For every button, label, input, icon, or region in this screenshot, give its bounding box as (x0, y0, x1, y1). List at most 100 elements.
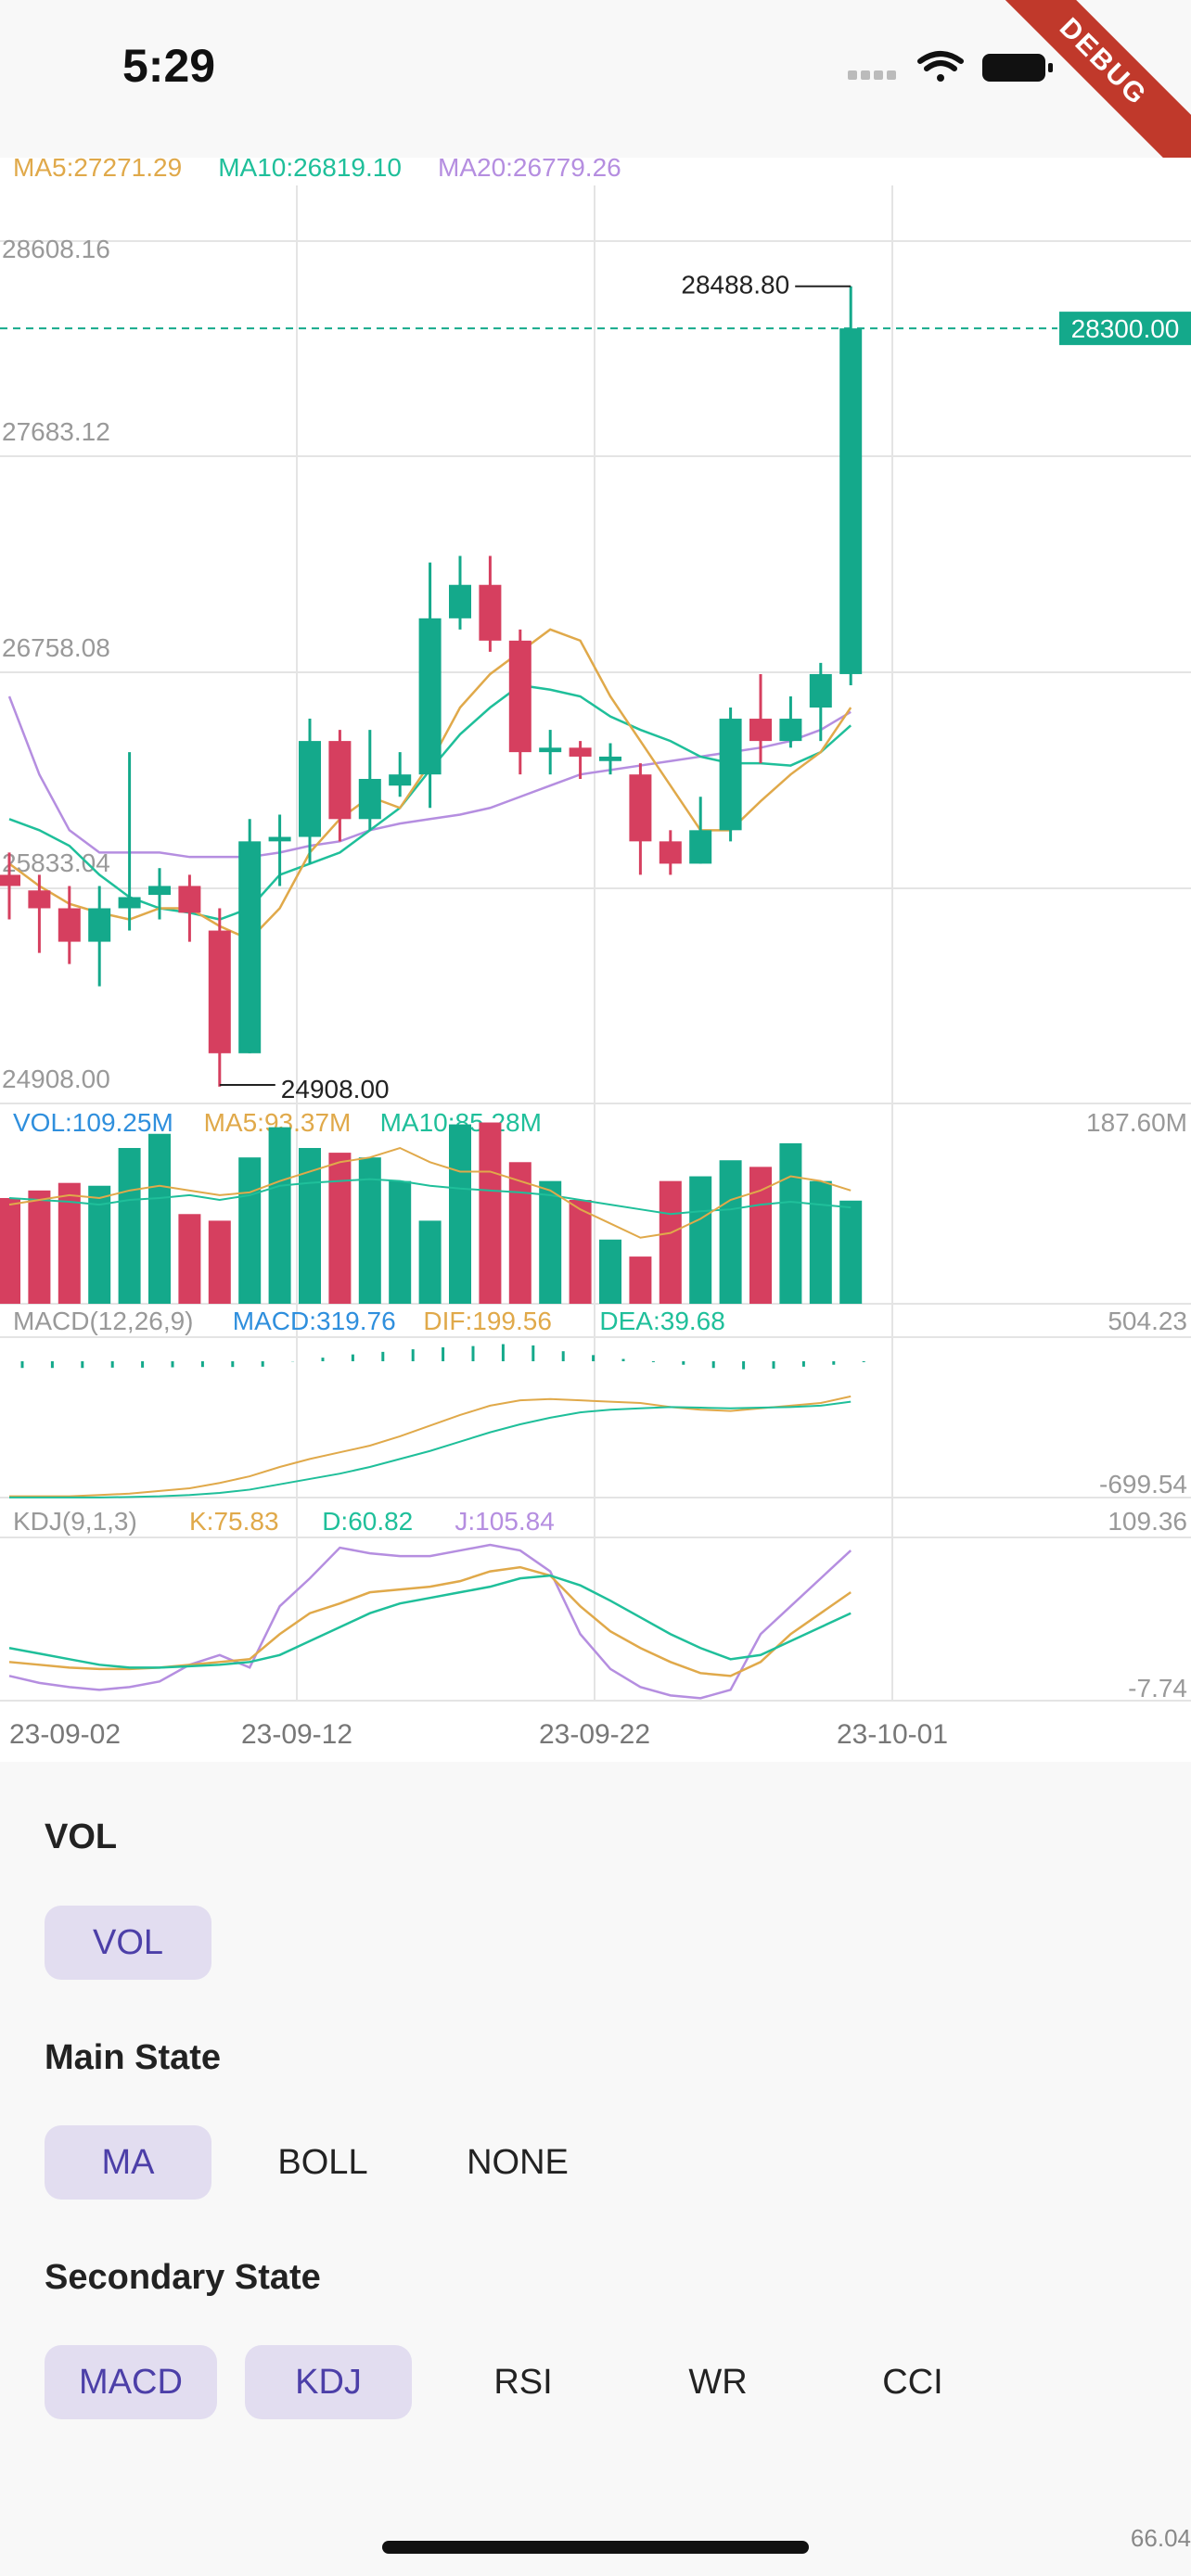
kline-chart[interactable]: MA5:27271.29 MA10:26819.10 MA20:26779.26 2… (0, 158, 1191, 1762)
macd-dea-line (9, 1400, 852, 1498)
macd-max-label: 504.23 (1108, 1307, 1187, 1335)
max-price-label: 28488.80 (681, 271, 789, 300)
chart-grid (0, 185, 1191, 1702)
volume-ma-lines (8, 1146, 852, 1239)
signal-icon (848, 70, 896, 80)
candle-body (719, 719, 742, 831)
candle-body (28, 890, 51, 909)
volume-bar (839, 1200, 863, 1304)
volume-bar (809, 1180, 832, 1304)
current-price-label: 28300.00 (1071, 314, 1180, 343)
date-axis-label: 23-09-12 (241, 1719, 352, 1750)
secondary-wr-chip[interactable]: WR (688, 2363, 748, 2402)
price-axis-label: 26758.08 (2, 633, 110, 662)
main-state-title: Main State (45, 2038, 222, 2077)
ma20-line (7, 695, 852, 859)
candle-body (178, 886, 201, 913)
candle-body (389, 774, 412, 786)
candle-body (539, 747, 562, 753)
volume-bar (659, 1180, 682, 1304)
legend-item: MA5:27271.29 (13, 158, 182, 182)
vol-section-title: VOL (45, 1817, 118, 1856)
candle-body (629, 774, 652, 842)
price-axis-label: 27683.12 (2, 417, 110, 446)
volume-ma10-line (8, 1178, 852, 1216)
volume-bar (389, 1180, 412, 1304)
macd-legend: MACD(12,26,9) MACD:319.76 DIF:199.56 DEA:39… (13, 1307, 1187, 1498)
candles (0, 286, 863, 1087)
candle-body (358, 778, 381, 820)
volume-bar (418, 1220, 442, 1304)
price-axis-label: 24908.00 (2, 1065, 110, 1093)
price-axis-label: 28608.16 (2, 235, 110, 263)
candle-body (659, 841, 682, 864)
volume-ma5-line (8, 1146, 852, 1239)
kdj-max-label: 109.36 (1108, 1507, 1187, 1536)
candle-body (569, 747, 592, 757)
secondary-cci-chip[interactable]: CCI (882, 2363, 943, 2402)
candle-body (328, 741, 352, 820)
volume-bar (148, 1133, 171, 1304)
candle-body (689, 830, 712, 864)
kdj-min-label: -7.74 (1128, 1674, 1187, 1702)
volume-bar (629, 1256, 652, 1304)
status-time: 5:29 (122, 40, 216, 92)
volume-bar (449, 1124, 471, 1304)
status-bar: 5:29 DEBUG (0, 0, 1191, 188)
main-boll-chip[interactable]: BOLL (277, 2143, 368, 2182)
volume-bar (208, 1220, 231, 1304)
volume-bar (539, 1180, 562, 1304)
candle-body (839, 328, 863, 674)
candle-body (779, 719, 802, 742)
legend-item: DEA:39.68 (599, 1307, 724, 1335)
min-price-label: 24908.00 (281, 1075, 390, 1103)
volume-bar (479, 1122, 502, 1304)
main-ma-chip[interactable]: MA (45, 2125, 211, 2200)
candle-body (58, 908, 81, 942)
home-indicator[interactable] (382, 2541, 809, 2554)
candle-body (449, 584, 471, 618)
macd-lines (9, 1395, 852, 1498)
legend-item: VOL:109.25M (13, 1108, 173, 1137)
volume-bar (28, 1190, 51, 1304)
candle-body (299, 741, 321, 837)
kdj-d-line (8, 1574, 852, 1669)
volume-bar (238, 1157, 262, 1304)
current-price-tag (1059, 312, 1191, 346)
candle-body (479, 584, 502, 641)
indicator-controls: VOL VOL Main State MA BOLL NONE Secondar… (0, 1762, 1191, 2504)
secondary-rsi-chip[interactable]: RSI (493, 2363, 553, 2402)
volume-bars (0, 1122, 863, 1304)
candle-body (749, 719, 772, 742)
volume-bar (178, 1214, 201, 1304)
kdj-j-line (8, 1543, 852, 1700)
candle-body (268, 836, 291, 842)
main-none-chip[interactable]: NONE (467, 2143, 569, 2182)
price-markers: 28488.80 24908.00 28300.00 (0, 271, 1191, 1103)
secondary-state-title: Secondary State (45, 2258, 321, 2297)
wifi-icon (917, 51, 964, 82)
candle-body (208, 930, 231, 1053)
volume-bar (779, 1142, 802, 1304)
macd-bars (20, 1344, 865, 1370)
volume-bar (0, 1197, 20, 1304)
main-legend: MA5:27271.29 MA10:26819.10 MA20:26779.26 (13, 158, 621, 182)
legend-item: MACD(12,26,9) (13, 1307, 194, 1335)
main-axis-labels: 28608.16 27683.12 26758.08 25833.04 24908.00 (2, 235, 110, 1093)
candle-body (0, 874, 20, 886)
candle-body (88, 908, 111, 942)
volume-bar (719, 1160, 742, 1304)
candle-body (238, 841, 262, 1053)
volume-bar (508, 1162, 531, 1304)
volume-max-label: 187.60M (1086, 1108, 1187, 1137)
vol-chip[interactable]: VOL (45, 1906, 211, 1980)
legend-item: D:60.82 (322, 1507, 413, 1536)
candle-body (599, 756, 621, 761)
volume-bar (118, 1148, 141, 1304)
legend-item: MA20:26779.26 (438, 158, 621, 182)
macd-dif-line (9, 1395, 852, 1498)
date-axis: 23-09-02 23-09-12 23-09-22 23-10-01 (9, 1719, 948, 1750)
kdj-legend: KDJ(9,1,3) K:75.83 D:60.82 J:105.84 109.36 -7… (13, 1507, 1187, 1702)
secondary-kdj-chip[interactable]: KDJ (245, 2345, 412, 2419)
secondary-macd-chip[interactable]: MACD (45, 2345, 217, 2419)
